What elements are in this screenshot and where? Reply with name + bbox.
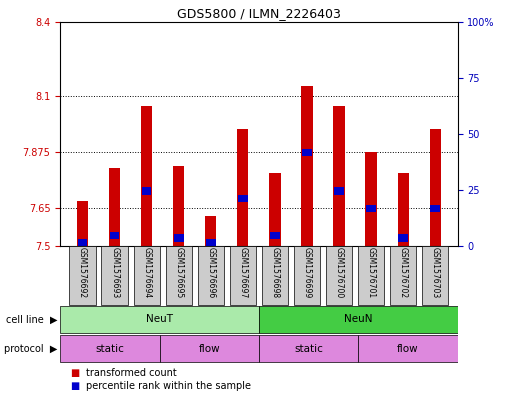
- Text: ■: ■: [71, 368, 80, 378]
- Bar: [60, 335, 160, 362]
- Text: GSM1576703: GSM1576703: [430, 248, 440, 299]
- Bar: [358, 246, 384, 305]
- Bar: [399, 234, 408, 242]
- Text: protocol  ▶: protocol ▶: [4, 344, 58, 354]
- Bar: [259, 335, 358, 362]
- Bar: [160, 335, 259, 362]
- Bar: [77, 201, 88, 246]
- Text: GSM1576693: GSM1576693: [110, 248, 119, 299]
- Text: flow: flow: [397, 344, 419, 354]
- Bar: [262, 246, 288, 305]
- Text: static: static: [95, 344, 124, 354]
- Bar: [366, 204, 376, 212]
- Bar: [166, 246, 192, 305]
- Text: flow: flow: [198, 344, 220, 354]
- Bar: [237, 129, 248, 246]
- Bar: [238, 195, 247, 202]
- Bar: [230, 246, 256, 305]
- Text: GSM1576696: GSM1576696: [206, 248, 215, 299]
- Bar: [101, 246, 128, 305]
- Text: GSM1576701: GSM1576701: [367, 248, 376, 299]
- Bar: [259, 306, 458, 333]
- Bar: [422, 246, 448, 305]
- Text: GSM1576698: GSM1576698: [270, 248, 279, 299]
- Bar: [390, 246, 416, 305]
- Bar: [302, 149, 312, 156]
- Text: static: static: [294, 344, 323, 354]
- Bar: [198, 246, 224, 305]
- Text: GSM1576697: GSM1576697: [238, 248, 247, 299]
- Bar: [301, 86, 313, 246]
- Title: GDS5800 / ILMN_2226403: GDS5800 / ILMN_2226403: [177, 7, 341, 20]
- Text: transformed count: transformed count: [86, 368, 177, 378]
- Text: NeuT: NeuT: [146, 314, 173, 324]
- Bar: [60, 306, 259, 333]
- Text: cell line  ▶: cell line ▶: [6, 314, 58, 324]
- Bar: [397, 173, 409, 246]
- Text: percentile rank within the sample: percentile rank within the sample: [86, 381, 251, 391]
- Bar: [270, 232, 280, 239]
- Bar: [70, 246, 96, 305]
- Bar: [173, 166, 185, 246]
- Bar: [133, 246, 160, 305]
- Bar: [205, 216, 217, 246]
- Bar: [294, 246, 320, 305]
- Bar: [429, 129, 441, 246]
- Bar: [141, 106, 152, 246]
- Text: ■: ■: [71, 381, 80, 391]
- Text: GSM1576702: GSM1576702: [399, 248, 407, 299]
- Bar: [78, 239, 87, 247]
- Text: GSM1576692: GSM1576692: [78, 248, 87, 299]
- Text: GSM1576699: GSM1576699: [302, 248, 312, 299]
- Bar: [430, 204, 440, 212]
- Bar: [110, 232, 119, 239]
- Bar: [142, 187, 152, 195]
- Bar: [366, 152, 377, 246]
- Text: NeuN: NeuN: [344, 314, 372, 324]
- Bar: [109, 169, 120, 246]
- Text: GSM1576700: GSM1576700: [335, 248, 344, 299]
- Bar: [174, 234, 184, 242]
- Bar: [334, 106, 345, 246]
- Bar: [269, 173, 280, 246]
- Bar: [358, 335, 458, 362]
- Bar: [206, 239, 215, 247]
- Text: GSM1576694: GSM1576694: [142, 248, 151, 299]
- Text: GSM1576695: GSM1576695: [174, 248, 183, 299]
- Bar: [326, 246, 352, 305]
- Bar: [334, 187, 344, 195]
